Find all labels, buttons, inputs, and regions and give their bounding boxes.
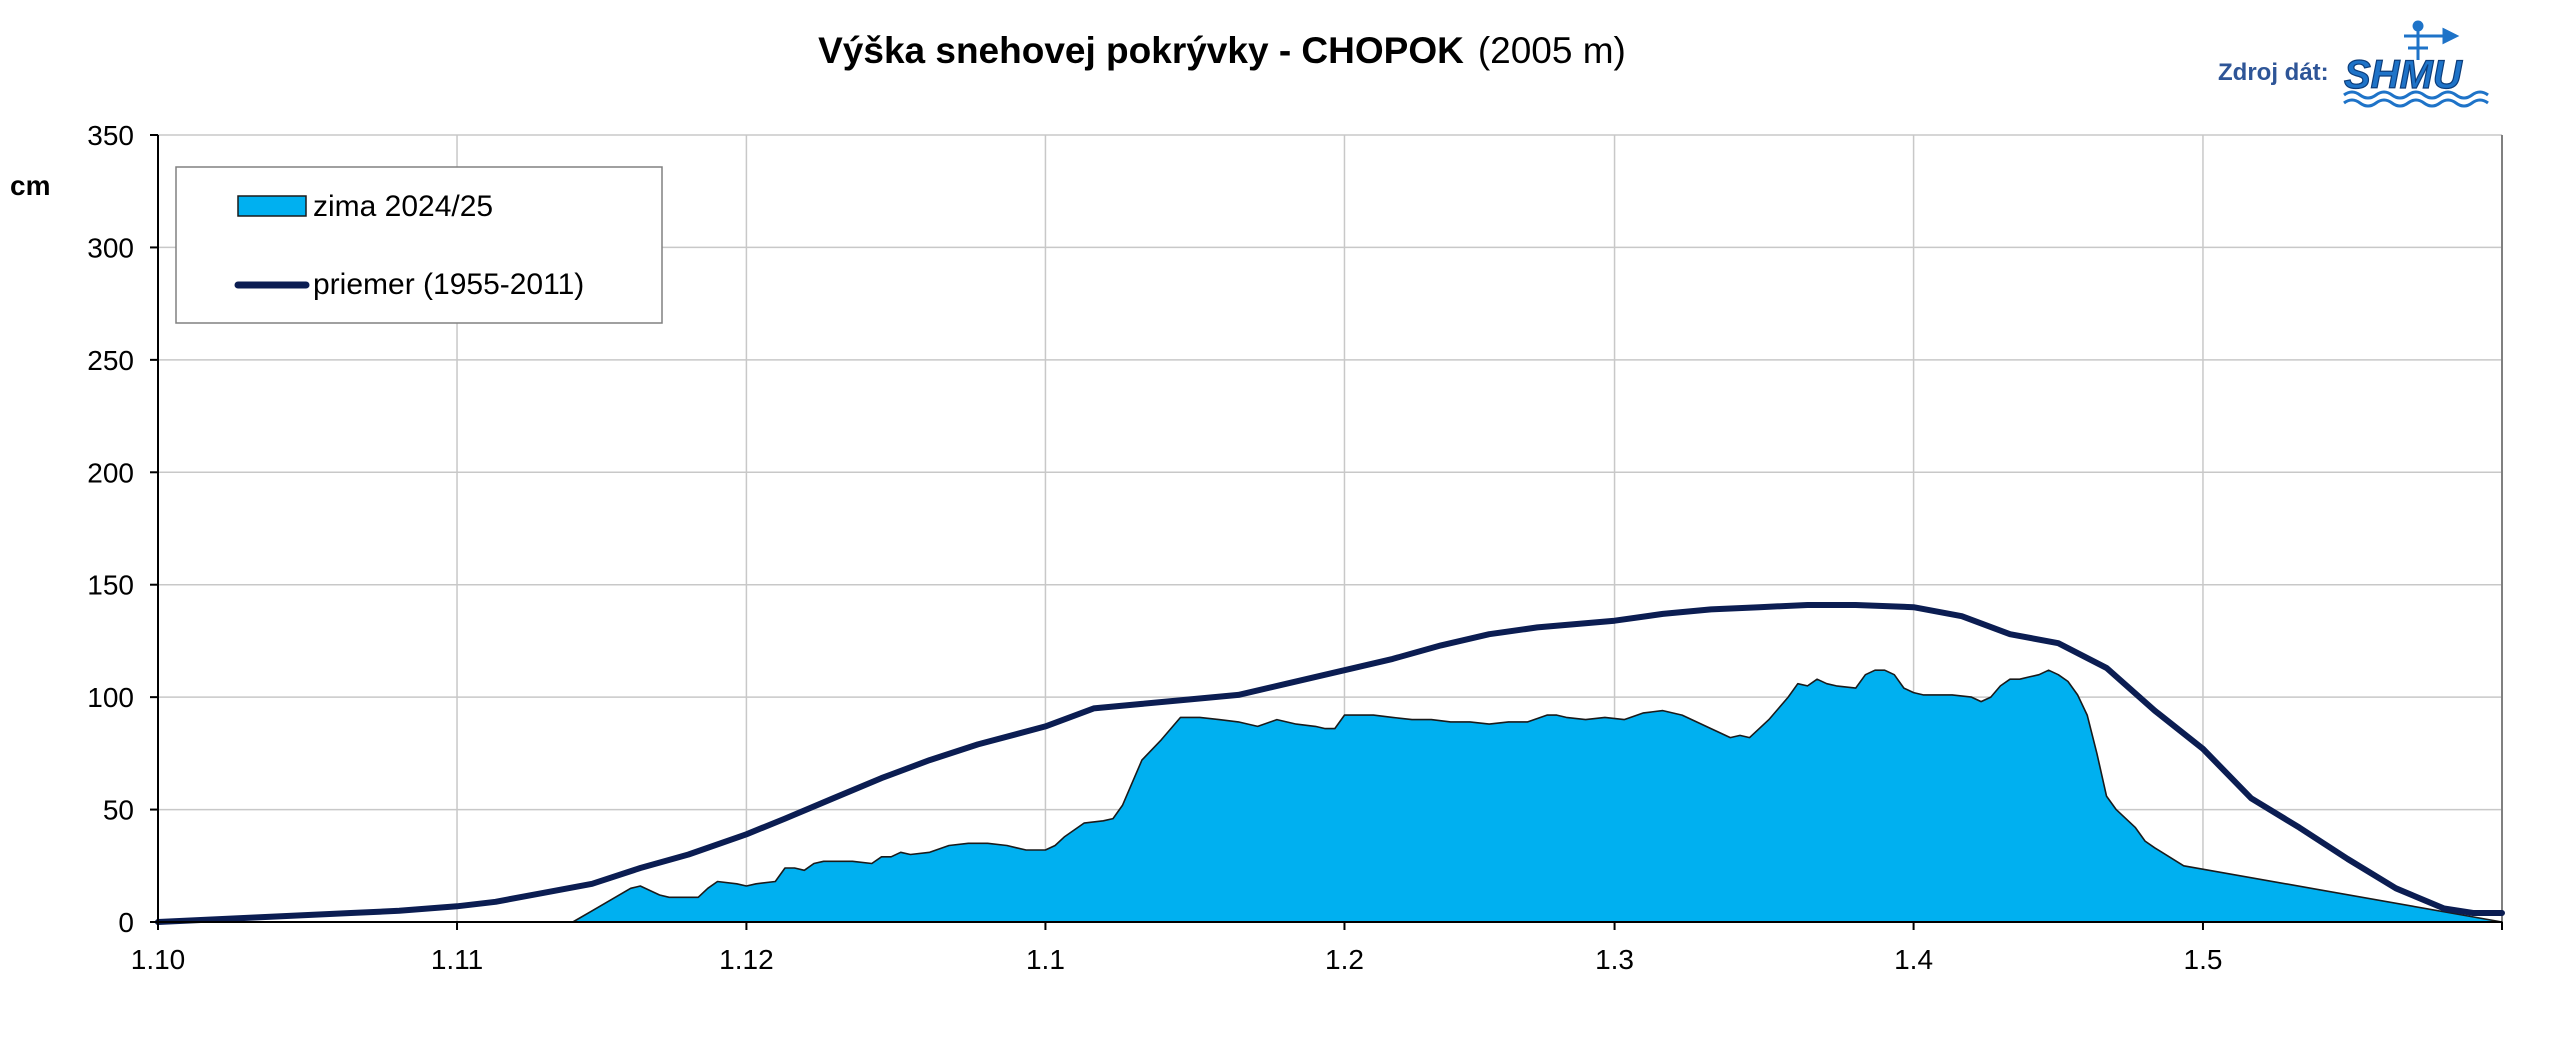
y-tick-label: 50: [103, 795, 134, 826]
line-layer: [155, 602, 2505, 925]
source-label: Zdroj dát:: [2218, 59, 2329, 86]
area-layer: [157, 669, 2503, 923]
logo-text: SHMU: [2344, 53, 2463, 97]
x-tick-label: 1.4: [1894, 944, 1933, 975]
legend-label-line: priemer (1955-2011): [313, 268, 584, 301]
chart-title-suffix: (2005 m): [1478, 30, 1626, 71]
axis-layer: [150, 134, 2503, 930]
y-tick-label: 250: [87, 345, 134, 376]
x-tick-label: 1.1: [1026, 944, 1065, 975]
y-tick-label: 150: [87, 570, 134, 601]
legend-label-area: zima 2024/25: [313, 190, 493, 223]
shmu-logo: SHMU: [2343, 20, 2489, 108]
x-tick-labels: 1.10 1.11 1.12 1.1 1.2 1.3 1.4 1.5: [131, 944, 2223, 975]
y-tick-labels: 0 50 100 150 200 250 300 350: [87, 120, 134, 938]
legend: zima 2024/25 priemer (1955-2011): [175, 166, 663, 324]
series-line-priemer: [155, 602, 2505, 925]
y-tick-label: 350: [87, 120, 134, 151]
x-tick-label: 1.2: [1325, 944, 1364, 975]
waves-icon: [2343, 90, 2489, 108]
x-tick-label: 1.3: [1595, 944, 1634, 975]
y-tick-label: 100: [87, 682, 134, 713]
y-tick-label: 200: [87, 457, 134, 488]
chart-title: Výška snehovej pokrývky - CHOPOK (2005 m): [818, 30, 1626, 71]
y-tick-label: 0: [118, 907, 134, 938]
chart-title-main: Výška snehovej pokrývky - CHOPOK: [818, 30, 1464, 71]
x-tick-label: 1.5: [2184, 944, 2223, 975]
weathervane-icon: [2404, 20, 2460, 60]
y-tick-label: 300: [87, 232, 134, 263]
legend-box: [175, 166, 663, 324]
x-tick-label: 1.10: [131, 944, 186, 975]
legend-swatch-area: [237, 195, 307, 217]
x-tick-label: 1.12: [719, 944, 774, 975]
x-tick-label: 1.11: [431, 944, 483, 975]
y-axis-label: cm: [10, 170, 50, 201]
series-area-zima: [157, 669, 2503, 923]
